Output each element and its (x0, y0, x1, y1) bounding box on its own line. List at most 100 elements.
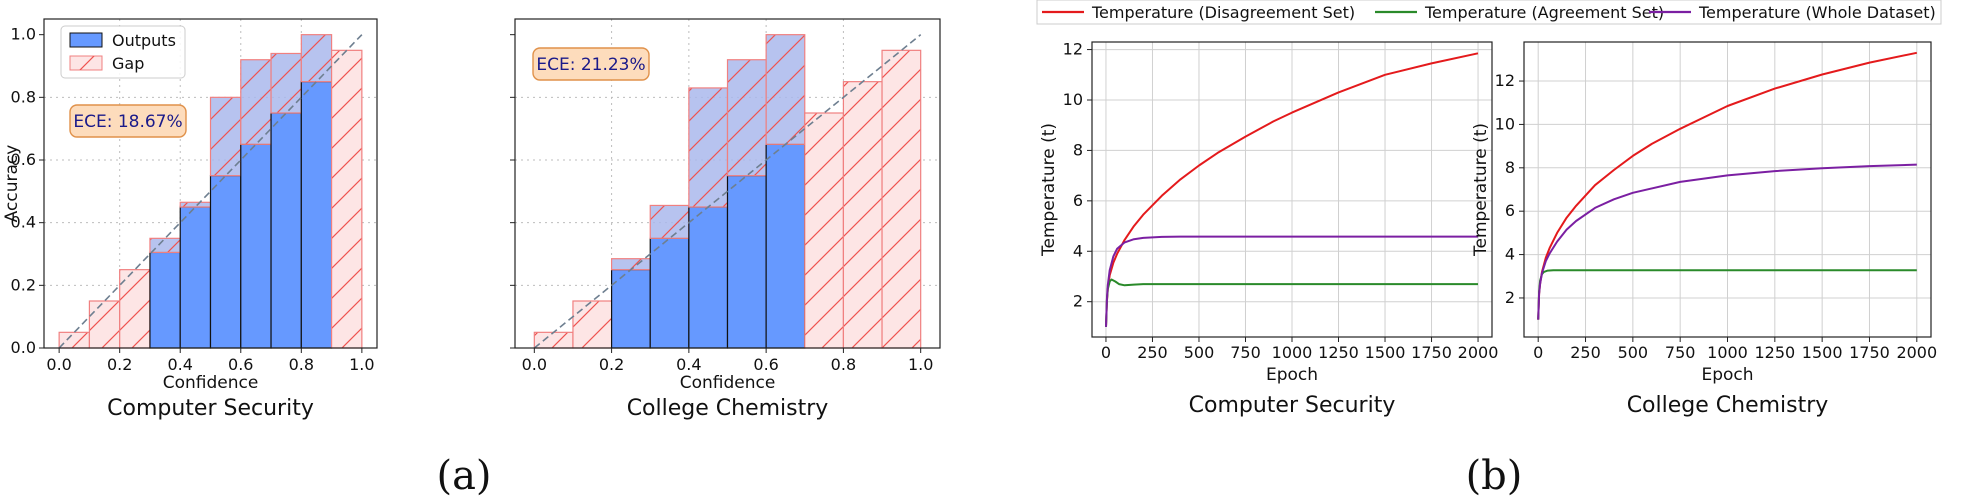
chem-reliability-plot: 0.0 0.2 0.4 0.6 0.8 1.0 Confidence College Chem… (510, 18, 941, 421)
perfect-calibration-line (58, 34, 363, 349)
x-tick-label: 0.8 (831, 355, 856, 374)
x-tick-label: 1000 (1272, 343, 1313, 362)
legend-label-outputs: Outputs (112, 31, 176, 50)
y-tick-label: 0.2 (11, 275, 36, 294)
y-tick-label: 12 (1495, 71, 1515, 90)
output-bar (300, 81, 333, 349)
x-tick-label: 1.0 (908, 355, 933, 374)
panel-label-b: (b) (1466, 453, 1523, 499)
x-tick-label: 250 (1570, 343, 1601, 362)
x-tick-label: 0.6 (228, 355, 253, 374)
gap-hatch (765, 34, 806, 145)
y-tick-label: 2 (1505, 288, 1515, 307)
legend-label-gap: Gap (112, 54, 144, 73)
y-tick-label: 1.0 (11, 25, 36, 44)
x-tick-label: 0.2 (599, 355, 624, 374)
cs-reliability-plot: 0.0 0.2 0.4 0.6 0.8 1.0 0.0 0.2 0.4 0.6 0.8 1.0 Conf… (2, 18, 378, 421)
gap-hatch (179, 201, 212, 208)
x-tick-label: 750 (1665, 343, 1696, 362)
axes-frame (43, 18, 378, 349)
gap-hatch (119, 269, 151, 349)
gap-hatch (58, 331, 91, 349)
y-axis-label: Temperature (t) (1039, 123, 1059, 257)
panel-label-a: (a) (436, 453, 491, 499)
gap-hatch (688, 87, 729, 208)
x-tick-label: 1500 (1365, 343, 1406, 362)
ece-label: ECE: 21.23% (536, 55, 645, 75)
gap-hatch (726, 59, 767, 177)
x-tick-label: 0 (1101, 343, 1111, 362)
x-axis-label: Confidence (680, 373, 776, 393)
output-bar (649, 237, 690, 349)
y-tick-label: 0.6 (11, 150, 36, 169)
x-axis-label: Epoch (1266, 365, 1318, 385)
gap-hatch (88, 300, 121, 349)
legend-box (1036, 0, 1942, 25)
y-tick-label: 6 (1073, 191, 1083, 210)
x-tick-label: 1.0 (349, 355, 374, 374)
x-axis-label: Confidence (163, 373, 259, 393)
x-tick-label: 1750 (1849, 343, 1890, 362)
ece-box (69, 104, 187, 138)
x-axis-label: Epoch (1701, 365, 1753, 385)
output-bar (270, 112, 302, 349)
x-tick-label: 0.2 (107, 355, 132, 374)
gap-hatch (300, 34, 333, 83)
subplot-title: College Chemistry (1627, 393, 1829, 418)
x-tick-label: 0 (1533, 343, 1543, 362)
y-tick-label: 6 (1505, 201, 1515, 220)
gap-hatch (270, 52, 302, 114)
y-tick-label: 8 (1073, 140, 1083, 159)
subplot-title: College Chemistry (627, 396, 829, 421)
output-bar (179, 206, 212, 349)
y-tick-label: 0.0 (11, 338, 36, 357)
axes-frame (514, 18, 941, 349)
x-tick-label: 0.6 (753, 355, 778, 374)
gap-hatch (572, 300, 613, 349)
gap-hatch (804, 112, 845, 349)
x-tick-label: 500 (1184, 343, 1215, 362)
output-bar (726, 175, 767, 349)
series-line-whole (1537, 163, 1917, 320)
gap-hatch (881, 49, 922, 349)
x-tick-label: 750 (1230, 343, 1261, 362)
gap-hatch (330, 49, 363, 349)
legend-label-agreement: Temperature (Agreement Set) (1424, 3, 1664, 22)
x-tick-label: 1250 (1754, 343, 1795, 362)
x-tick-label: 0.0 (46, 355, 71, 374)
legend-swatch-gap-hatch (70, 56, 102, 70)
y-axis-label: Accuracy (2, 145, 22, 223)
y-tick-label: 10 (1063, 90, 1083, 109)
y-tick-label: 4 (1073, 241, 1083, 260)
y-tick-label: 8 (1505, 158, 1515, 177)
gap-hatch (533, 331, 574, 349)
chem-temperature-plot: 0 250 500 750 1000 1250 1500 1750 2000 2 4 6 8 10 12 Ep… (1471, 41, 1937, 418)
y-axis-label: Temperature (t) (1471, 123, 1491, 257)
ece-label: ECE: 18.67% (73, 112, 182, 132)
legend-swatch-outputs (69, 32, 103, 48)
temperature-legend: Temperature (Disagreement Set) Temperatur… (1036, 0, 1942, 25)
legend-label-whole: Temperature (Whole Dataset) (1698, 3, 1936, 22)
x-tick-label: 0.0 (522, 355, 547, 374)
x-tick-label: 2000 (1458, 343, 1499, 362)
x-tick-label: 0.4 (168, 355, 193, 374)
output-bar (765, 143, 806, 349)
cs-temperature-plot: 0 250 500 750 1000 1250 1500 1750 2000 2 4 6 8 10 12 Ep… (1039, 40, 1498, 418)
y-tick-label: 0.4 (11, 213, 36, 232)
x-tick-label: 2000 (1896, 343, 1937, 362)
x-tick-label: 1750 (1411, 343, 1452, 362)
x-tick-label: 0.4 (676, 355, 701, 374)
gap-hatch (209, 96, 242, 177)
x-tick-label: 1500 (1802, 343, 1843, 362)
gap-hatch (649, 204, 690, 239)
output-bar (610, 269, 651, 349)
perfect-calibration-line (533, 34, 922, 349)
subplot-title: Computer Security (107, 396, 314, 421)
output-bar (209, 175, 242, 349)
x-tick-label: 1250 (1318, 343, 1359, 362)
x-tick-label: 1000 (1707, 343, 1748, 362)
ece-box (532, 47, 650, 81)
x-tick-label: 250 (1137, 343, 1168, 362)
series-line-whole (1105, 235, 1478, 327)
